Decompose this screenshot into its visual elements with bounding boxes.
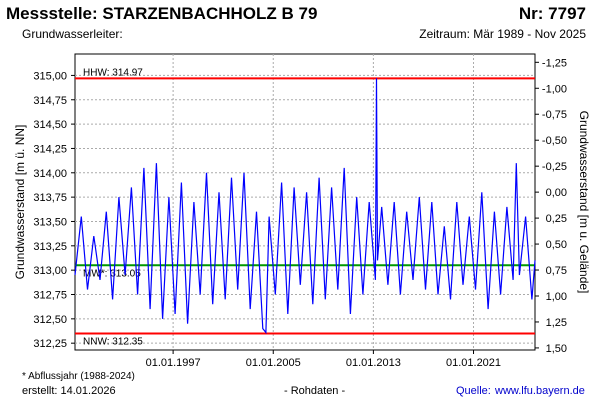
y2-tick-label: 0,00 bbox=[546, 187, 567, 199]
y-tick-label: 314,25 bbox=[33, 143, 67, 155]
y-axis-title: Grundwasserstand [m ü. NN] bbox=[13, 125, 27, 280]
source-link[interactable]: www.lfu.bayern.de bbox=[495, 385, 585, 397]
raw-data-label: - Rohdaten - bbox=[284, 385, 346, 397]
y2-tick-label: -0,25 bbox=[542, 161, 567, 173]
y-tick-label: 312,25 bbox=[33, 338, 67, 350]
y-tick-label: 314,00 bbox=[33, 168, 67, 180]
created-date: erstellt: 14.01.2026 bbox=[22, 385, 116, 397]
footnote: * Abflussjahr (1988-2024) bbox=[22, 371, 135, 382]
y2-tick-label: -0,75 bbox=[542, 109, 567, 121]
y-tick-label: 313,25 bbox=[33, 241, 67, 253]
y2-tick-label: -1,00 bbox=[542, 83, 567, 95]
y-tick-label: 313,00 bbox=[33, 265, 67, 277]
y-tick-label: 313,50 bbox=[33, 216, 67, 228]
groundwater-series-line bbox=[74, 78, 536, 335]
station-title: Messstelle: STARZENBACHHOLZ B 79 bbox=[6, 4, 318, 23]
y2-tick-label: 0,50 bbox=[546, 239, 567, 251]
y2-tick-label: 1,50 bbox=[546, 343, 567, 355]
reference-label: MW*: 313.05 bbox=[83, 268, 141, 279]
axis-layer: 312,25 312,50 312,75 313,00 313,25 313,50 313,… bbox=[33, 57, 567, 369]
y2-tick-label: -0,50 bbox=[542, 135, 567, 147]
reference-label: HHW: 314.97 bbox=[83, 67, 143, 78]
x-tick-label: 01.01.2005 bbox=[246, 357, 301, 369]
y2-axis-title: Grundwasserstand [m u. Gelände] bbox=[577, 111, 591, 294]
y-tick-label: 315,00 bbox=[33, 70, 67, 82]
x-tick-label: 01.01.1997 bbox=[146, 357, 201, 369]
y-tick-label: 313,75 bbox=[33, 192, 67, 204]
plot-frame bbox=[74, 53, 536, 351]
x-tick-label: 01.01.2021 bbox=[446, 357, 501, 369]
aquifer-label: Grundwasserleiter: bbox=[22, 27, 123, 41]
station-number: Nr: 7797 bbox=[518, 4, 586, 23]
period-label: Zeitraum: Mär 1989 - Nov 2025 bbox=[419, 27, 586, 41]
y2-tick-label: 0,75 bbox=[546, 265, 567, 277]
y2-tick-label: -1,25 bbox=[542, 57, 567, 69]
source-label: Quelle: bbox=[456, 385, 491, 397]
series-layer bbox=[74, 78, 536, 335]
y-tick-label: 314,75 bbox=[33, 95, 67, 107]
grid-layer bbox=[75, 54, 535, 350]
y2-tick-label: 1,00 bbox=[546, 291, 567, 303]
x-tick-label: 01.01.2013 bbox=[346, 357, 401, 369]
y2-tick-label: 0,25 bbox=[546, 213, 567, 225]
y-tick-label: 314,50 bbox=[33, 119, 67, 131]
y-tick-label: 312,75 bbox=[33, 290, 67, 302]
reference-label: NNW: 312.35 bbox=[83, 336, 143, 347]
y-tick-label: 312,50 bbox=[33, 314, 67, 326]
y2-tick-label: 1,25 bbox=[546, 317, 567, 329]
